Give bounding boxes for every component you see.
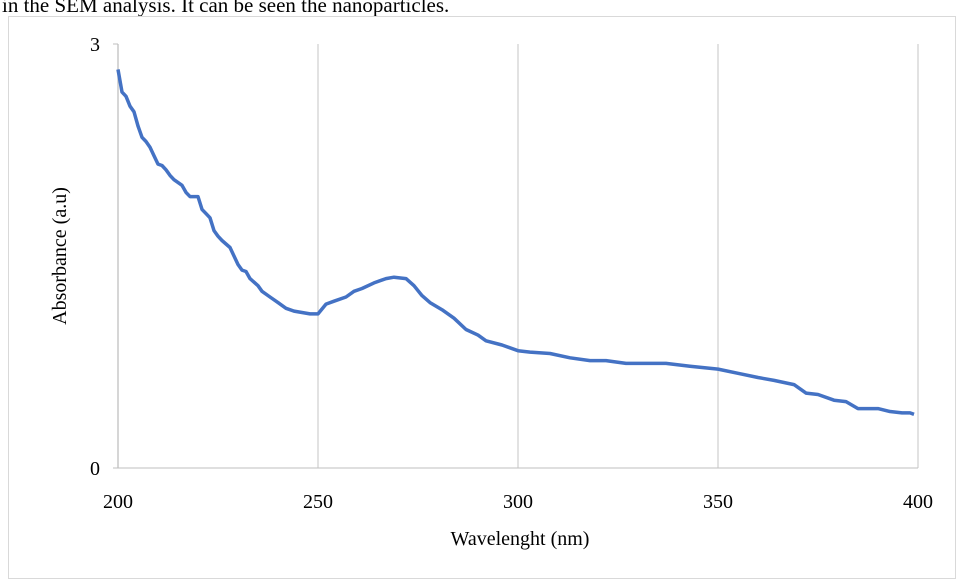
x-axis-label: Wavelenght (nm) [451, 528, 590, 550]
x-tick-label: 400 [903, 491, 933, 513]
x-tick-label: 200 [103, 491, 133, 513]
y-tick-label: 3 [90, 34, 100, 56]
data-line [116, 69, 915, 416]
x-tick-label: 250 [303, 491, 333, 513]
chart-frame [8, 16, 956, 579]
y-tick-label: 0 [90, 458, 100, 480]
y-axis-label: Absorbance (a.u) [49, 187, 71, 325]
x-tick-label: 350 [703, 491, 733, 513]
document-text: in the SEM analysis. It can be seen the … [2, 0, 449, 17]
x-tick-label: 300 [503, 491, 533, 513]
